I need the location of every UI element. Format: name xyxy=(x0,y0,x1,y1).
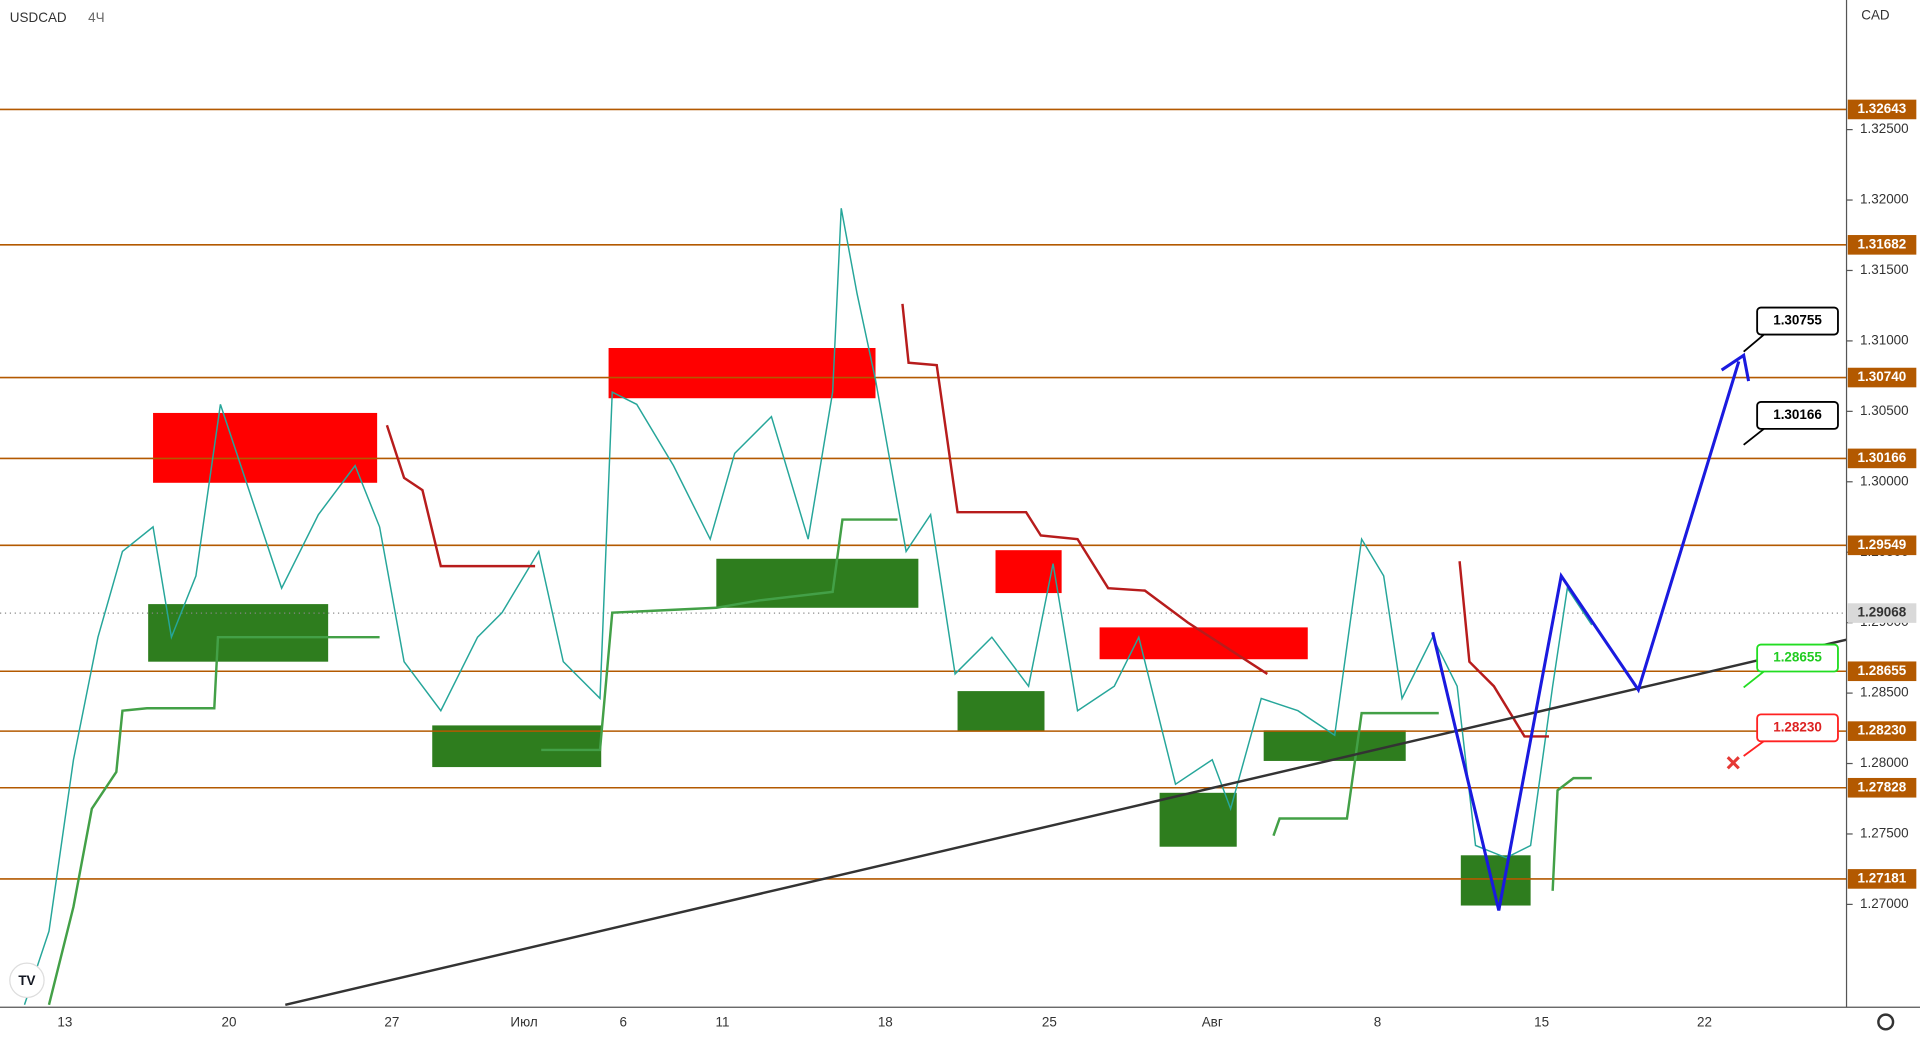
level-label: 1.28230 xyxy=(1858,723,1907,738)
supply-zone xyxy=(608,348,876,399)
price-tick-label: 1.28500 xyxy=(1860,685,1909,700)
demand-zone xyxy=(957,691,1045,732)
supply-zone xyxy=(153,412,378,483)
time-label: 18 xyxy=(878,1015,893,1030)
callout-box xyxy=(1756,306,1839,336)
level-box xyxy=(1847,535,1917,556)
tv-logo: TV xyxy=(9,962,45,999)
level-box xyxy=(1847,235,1917,255)
symbol: USDCAD xyxy=(10,10,67,25)
demand-zone xyxy=(432,725,602,768)
time-label: Авг xyxy=(1202,1015,1223,1030)
level-box xyxy=(1847,661,1917,682)
callout-box xyxy=(1756,643,1839,673)
level-box xyxy=(1847,99,1917,120)
time-label: 13 xyxy=(57,1015,72,1030)
level-label: 1.28655 xyxy=(1858,663,1907,678)
level-box xyxy=(1847,777,1917,798)
time-label: 27 xyxy=(384,1015,399,1030)
callout-label: 1.28230 xyxy=(1773,719,1822,734)
projection-path xyxy=(1431,361,1741,911)
settings-button[interactable] xyxy=(1877,1013,1895,1031)
current-price-label: 1.29068 xyxy=(1858,605,1907,620)
current-price-box xyxy=(1847,603,1917,623)
currency: CAD xyxy=(1861,7,1890,22)
price-tick-label: 1.31000 xyxy=(1860,332,1909,347)
svg-text:TV: TV xyxy=(18,973,35,988)
price-path xyxy=(23,208,1593,1006)
price-tick-label: 1.27500 xyxy=(1860,826,1909,841)
axis-labels: 1.32500 1.32000 1.31500 1.31000 1.30500 1.300… xyxy=(57,99,1917,1030)
level-box xyxy=(1847,367,1917,388)
supertrend-up xyxy=(1272,711,1439,837)
demand-zone xyxy=(1159,792,1237,847)
callout-label: 1.28655 xyxy=(1773,650,1822,665)
time-label: 8 xyxy=(1374,1015,1381,1030)
time-label: 11 xyxy=(715,1015,729,1030)
level-box xyxy=(1847,869,1917,889)
supertrend-up xyxy=(47,635,380,1006)
stop-marker xyxy=(1726,756,1740,770)
supertrend-up xyxy=(1551,776,1592,891)
price-tick-label: 1.32500 xyxy=(1860,121,1909,136)
time-label: 6 xyxy=(620,1015,627,1030)
price-tick-label: 1.28000 xyxy=(1860,755,1909,770)
time-label: Июл xyxy=(510,1015,537,1030)
time-label: 25 xyxy=(1042,1015,1057,1030)
supertrend-down xyxy=(901,303,1269,675)
demand-zone xyxy=(148,604,329,662)
level-label: 1.30166 xyxy=(1858,450,1907,465)
time-label: 15 xyxy=(1534,1015,1549,1030)
time-label: 20 xyxy=(221,1015,236,1030)
demand-zone xyxy=(716,558,919,608)
level-label: 1.31682 xyxy=(1858,236,1907,251)
level-label: 1.32643 xyxy=(1858,101,1907,116)
callout-box xyxy=(1756,713,1839,743)
projection-arrowhead xyxy=(1720,352,1751,382)
interval: 4Ч xyxy=(88,10,104,25)
supply-zone xyxy=(995,550,1062,594)
callout-box xyxy=(1756,400,1839,430)
price-tick-label: 1.30500 xyxy=(1860,403,1909,418)
level-label: 1.27828 xyxy=(1858,779,1907,794)
supertrend-up xyxy=(541,518,898,752)
level-box xyxy=(1847,721,1917,741)
price-tick-label: 1.31500 xyxy=(1860,262,1909,277)
level-label: 1.27181 xyxy=(1858,870,1907,885)
callout-label: 1.30166 xyxy=(1773,407,1822,422)
price-tick-label: 1.30000 xyxy=(1860,473,1909,488)
level-label: 1.29549 xyxy=(1858,537,1907,552)
trend-line xyxy=(285,638,1847,1006)
level-box xyxy=(1847,448,1917,469)
level-label: 1.30740 xyxy=(1858,369,1907,384)
supertrend-down xyxy=(385,424,536,568)
time-label: 22 xyxy=(1697,1015,1712,1030)
price-tick-label: 1.32000 xyxy=(1860,192,1909,207)
price-tick-label: 1.27000 xyxy=(1860,896,1909,911)
callout-label: 1.30755 xyxy=(1773,313,1822,328)
